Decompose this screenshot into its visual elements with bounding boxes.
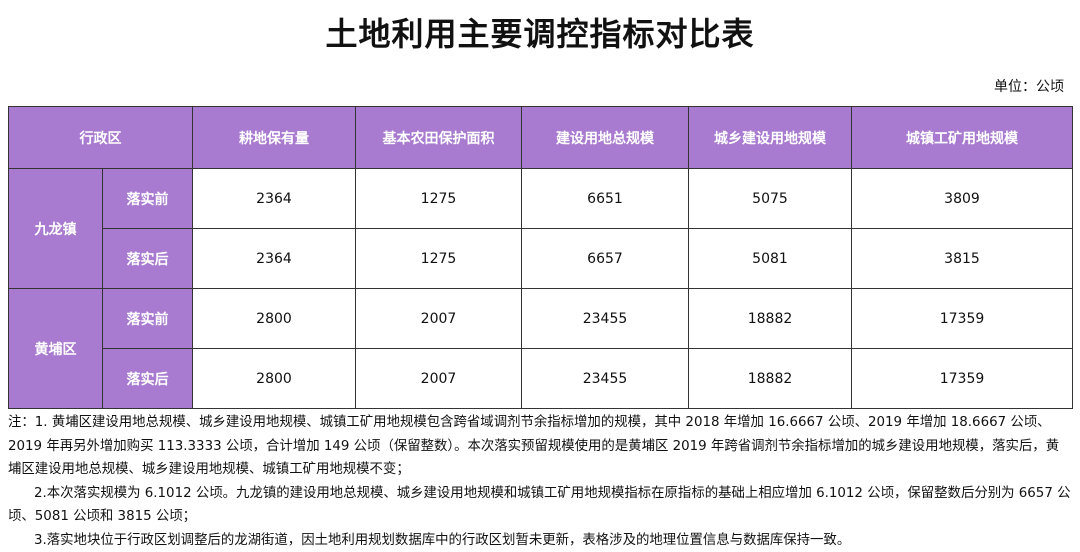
table-cell: 17359 bbox=[851, 348, 1073, 409]
header-urban-industrial: 城镇工矿用地规模 bbox=[851, 106, 1073, 169]
table-cell: 18882 bbox=[688, 348, 852, 409]
stage-label: 落实前 bbox=[102, 168, 193, 229]
unit-label: 单位：公顷 bbox=[994, 79, 1064, 95]
table-cell: 2007 bbox=[355, 348, 522, 409]
note-1: 注：1. 黄埔区建设用地总规模、城乡建设用地规模、城镇工矿用地规模包含跨省域调剂… bbox=[8, 415, 1060, 477]
table-cell: 5075 bbox=[688, 168, 852, 229]
region-name: 黄埔区 bbox=[8, 288, 103, 409]
table-cell: 18882 bbox=[688, 288, 852, 349]
comparison-table: 行政区 耕地保有量 基本农田保护面积 建设用地总规模 城乡建设用地规模 城镇工矿… bbox=[8, 106, 1073, 409]
table-cell: 2007 bbox=[355, 288, 522, 349]
notes-section: 注：1. 黄埔区建设用地总规模、城乡建设用地规模、城镇工矿用地规模包含跨省域调剂… bbox=[8, 411, 1072, 552]
table-row: 落实后 2364 1275 6657 5081 3815 bbox=[9, 228, 1073, 289]
table-cell: 2800 bbox=[192, 348, 356, 409]
stage-label: 落实前 bbox=[102, 288, 193, 349]
table-cell: 23455 bbox=[521, 348, 689, 409]
table-cell: 3815 bbox=[851, 228, 1073, 289]
table-cell: 23455 bbox=[521, 288, 689, 349]
header-basic-farmland: 基本农田保护面积 bbox=[355, 106, 522, 169]
table-row: 九龙镇 落实前 2364 1275 6651 5075 3809 bbox=[8, 168, 1073, 289]
header-farmland: 耕地保有量 bbox=[192, 106, 356, 169]
note-2: 2.本次落实规模为 6.1012 公顷。九龙镇的建设用地总规模、城乡建设用地规模… bbox=[8, 485, 1071, 525]
table-cell: 1275 bbox=[355, 168, 522, 229]
table-cell: 5081 bbox=[688, 228, 852, 289]
region-name: 九龙镇 bbox=[8, 168, 103, 289]
table-cell: 17359 bbox=[851, 288, 1073, 349]
header-construction-total: 建设用地总规模 bbox=[521, 106, 689, 169]
stage-label: 落实后 bbox=[102, 228, 193, 289]
table-header-row: 行政区 耕地保有量 基本农田保护面积 建设用地总规模 城乡建设用地规模 城镇工矿… bbox=[8, 106, 1073, 169]
header-urban-rural: 城乡建设用地规模 bbox=[688, 106, 852, 169]
table-cell: 1275 bbox=[355, 228, 522, 289]
table-cell: 2800 bbox=[192, 288, 356, 349]
table-cell: 2364 bbox=[192, 168, 356, 229]
page-title: 土地利用主要调控指标对比表 bbox=[325, 15, 755, 53]
table-cell: 6657 bbox=[521, 228, 689, 289]
note-3: 3.落实地块位于行政区划调整后的龙湖街道，因土地利用规划数据库中的行政区划暂未更… bbox=[34, 532, 851, 548]
table-row: 黄埔区 落实前 2800 2007 23455 18882 17359 bbox=[8, 288, 1073, 409]
table-cell: 6651 bbox=[521, 168, 689, 229]
table-cell: 2364 bbox=[192, 228, 356, 289]
stage-label: 落实后 bbox=[102, 348, 193, 409]
table-cell: 3809 bbox=[851, 168, 1073, 229]
header-region: 行政区 bbox=[8, 106, 193, 169]
table-row: 落实后 2800 2007 23455 18882 17359 bbox=[9, 348, 1073, 409]
